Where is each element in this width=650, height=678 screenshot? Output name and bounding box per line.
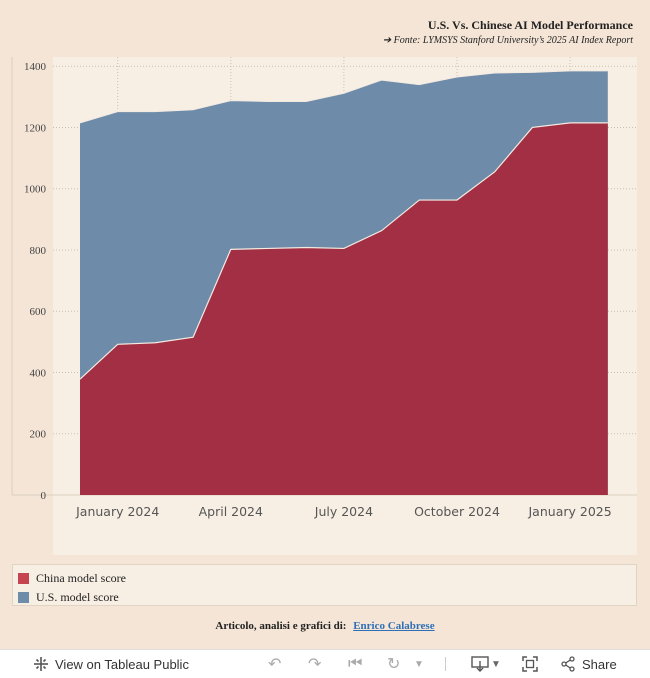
- share-icon: [560, 656, 576, 672]
- legend: China model score U.S. model score: [12, 564, 637, 606]
- y-tick-label: 800: [30, 245, 47, 257]
- tableau-toolbar: View on Tableau Public ↶ ↷ ⏮ ↻ ▼ ▼ Share: [0, 649, 650, 678]
- refresh-dropdown-icon[interactable]: ▼: [414, 650, 424, 678]
- toolbar-divider: [445, 657, 446, 671]
- refresh-icon[interactable]: ↻: [387, 650, 400, 678]
- legend-label-china: China model score: [36, 571, 126, 586]
- redo-icon[interactable]: ↷: [308, 650, 321, 678]
- x-tick-label: January 2024: [75, 504, 159, 519]
- share-button[interactable]: Share: [560, 650, 617, 678]
- chart-area: 0 200 400 600 800 1000 1200 1400 January 2024 Apr…: [0, 0, 650, 560]
- y-tick-label: 200: [30, 429, 47, 441]
- credit-line: Articolo, analisi e grafici di: Enrico C…: [0, 620, 650, 632]
- legend-label-us: U.S. model score: [36, 590, 119, 605]
- revert-icon[interactable]: ⏮: [348, 650, 362, 678]
- x-tick-label: July 2024: [314, 504, 373, 519]
- author-link[interactable]: Enrico Calabrese: [353, 620, 434, 632]
- legend-item-us[interactable]: U.S. model score: [18, 589, 119, 605]
- y-tick-label: 1000: [24, 184, 47, 196]
- x-tick-label: October 2024: [414, 504, 500, 519]
- y-tick-label: 1400: [24, 61, 47, 73]
- tableau-logo-icon: [33, 656, 49, 672]
- view-on-tableau-label: View on Tableau Public: [55, 657, 189, 672]
- undo-icon[interactable]: ↶: [268, 650, 281, 678]
- credit-text: Articolo, analisi e grafici di:: [215, 620, 346, 632]
- y-tick-label: 600: [30, 306, 47, 318]
- x-tick-label: January 2025: [528, 504, 612, 519]
- legend-swatch-us: [18, 592, 29, 603]
- y-tick-label: 400: [30, 367, 47, 379]
- download-icon[interactable]: [471, 650, 489, 678]
- y-tick-label: 0: [41, 490, 47, 502]
- legend-swatch-china: [18, 573, 29, 584]
- share-label: Share: [582, 657, 617, 672]
- y-tick-label: 1200: [24, 122, 47, 134]
- view-on-tableau-button[interactable]: View on Tableau Public: [33, 650, 189, 678]
- legend-item-china[interactable]: China model score: [18, 570, 126, 586]
- x-tick-label: April 2024: [199, 504, 263, 519]
- download-dropdown-icon[interactable]: ▼: [491, 650, 501, 678]
- fullscreen-icon[interactable]: [522, 650, 538, 678]
